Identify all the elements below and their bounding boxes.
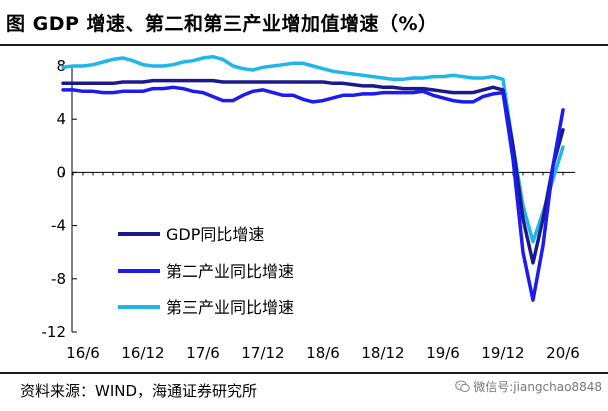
x-tick-label: 19/6 bbox=[426, 344, 460, 362]
chart-axes bbox=[62, 65, 575, 333]
x-tick-label: 16/6 bbox=[66, 344, 100, 362]
x-tick-label: 19/12 bbox=[481, 344, 524, 362]
series-line-1 bbox=[61, 78, 565, 265]
x-tick-labels: 16/6 16/12 17/6 17/12 18/6 18/12 19/6 19/12 20/6 bbox=[66, 344, 580, 362]
title-bar: 图 GDP 增速、第二和第三产业增加值增速（%） bbox=[0, 0, 608, 44]
legend-label-3: 第三产业同比增速 bbox=[166, 298, 294, 317]
title-divider bbox=[0, 44, 608, 46]
y-tick-labels: 8 4 0 -4 -8 -12 bbox=[42, 57, 67, 341]
x-tick-label: 18/6 bbox=[306, 344, 340, 362]
legend-label-2: 第二产业同比增速 bbox=[166, 262, 294, 281]
chart-title: 图 GDP 增速、第二和第三产业增加值增速（%） bbox=[6, 13, 438, 35]
y-tick-label: 4 bbox=[56, 110, 66, 128]
x-tick-label: 18/12 bbox=[361, 344, 404, 362]
wechat-icon bbox=[455, 380, 471, 393]
x-tick-label: 16/12 bbox=[121, 344, 164, 362]
series-line-2 bbox=[61, 85, 565, 302]
series-lines bbox=[61, 54, 565, 302]
legend-label-1: GDP同比增速 bbox=[166, 225, 264, 244]
watermark: 微信号:jiangchao8848 bbox=[455, 378, 602, 395]
x-tick-label: 17/12 bbox=[241, 344, 284, 362]
x-tick-label: 17/6 bbox=[186, 344, 220, 362]
watermark-text: 微信号:jiangchao8848 bbox=[473, 380, 602, 394]
y-tick-label: 8 bbox=[56, 57, 66, 75]
y-tick-label: -12 bbox=[42, 323, 67, 341]
line-chart: 8 4 0 -4 -8 -12 16/6 16/12 17/6 17/12 18/6 18/12 19… bbox=[42, 54, 580, 362]
x-tick-label: 20/6 bbox=[546, 344, 580, 362]
series-line-3 bbox=[61, 54, 565, 244]
y-tick-label: 0 bbox=[56, 163, 66, 181]
source-note: 资料来源：WIND，海通证券研究所 bbox=[20, 382, 258, 400]
source-divider bbox=[0, 372, 608, 374]
y-tick-label: -8 bbox=[51, 270, 66, 288]
y-tick-label: -4 bbox=[51, 217, 66, 235]
